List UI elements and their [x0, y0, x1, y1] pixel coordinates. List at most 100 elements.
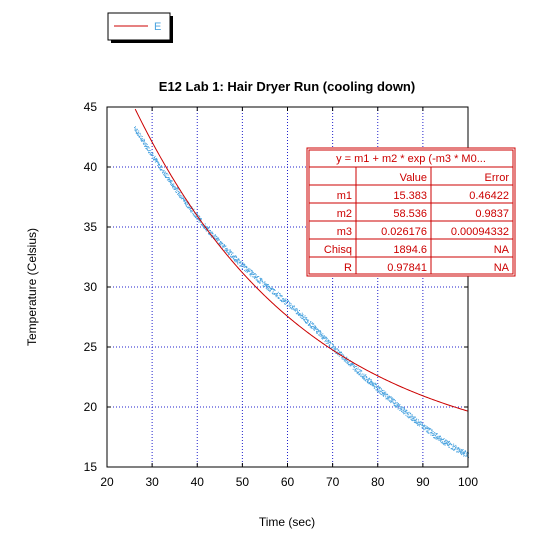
fit-param-name: m2 [337, 208, 352, 220]
data-point [199, 220, 201, 222]
data-point [261, 278, 263, 280]
data-point [167, 177, 169, 178]
data-point [185, 205, 187, 207]
data-point [456, 446, 457, 448]
data-point [329, 345, 330, 347]
data-point [176, 192, 178, 193]
data-point [193, 208, 195, 210]
data-point [262, 285, 264, 287]
data-point [188, 204, 190, 206]
data-point [434, 432, 436, 433]
data-point [185, 204, 187, 206]
data-point [182, 198, 184, 199]
data-point [385, 398, 387, 400]
data-point [443, 438, 445, 440]
data-point [256, 276, 258, 278]
data-point [452, 446, 454, 448]
fit-table-header: Value [400, 172, 427, 184]
data-point [359, 374, 361, 376]
data-point [346, 362, 348, 364]
data-point [466, 452, 468, 454]
data-point [386, 396, 388, 398]
data-point [252, 274, 254, 276]
data-point [319, 335, 321, 337]
data-point [146, 144, 148, 146]
data-point [416, 418, 418, 420]
data-point [366, 376, 368, 378]
data-point [462, 453, 464, 455]
data-point [280, 296, 282, 298]
data-point [435, 433, 437, 435]
data-point [254, 277, 256, 279]
data-point [362, 376, 364, 378]
data-point [206, 226, 208, 228]
data-point [371, 383, 373, 385]
data-point [444, 441, 446, 442]
data-point [380, 391, 382, 393]
data-point [292, 307, 293, 309]
data-point [445, 439, 447, 441]
data-point [371, 381, 372, 383]
data-point [339, 351, 341, 353]
data-point [205, 225, 207, 227]
data-point [338, 355, 340, 357]
data-point [367, 378, 369, 380]
data-point [397, 404, 399, 406]
data-point [190, 211, 192, 213]
data-point [463, 455, 465, 457]
data-point [177, 193, 178, 195]
legend-label: E [154, 21, 161, 33]
data-point [411, 418, 413, 420]
data-point [292, 306, 293, 308]
data-point [304, 317, 306, 319]
data-point [399, 410, 401, 411]
data-point [322, 338, 323, 340]
data-point [216, 241, 218, 243]
data-point [220, 243, 222, 245]
data-point [148, 147, 150, 149]
data-point [258, 276, 260, 277]
data-point [443, 443, 445, 445]
data-point [275, 294, 277, 296]
data-point [455, 444, 457, 446]
data-point [263, 281, 265, 283]
data-point [388, 396, 390, 398]
data-point [395, 402, 397, 404]
data-point [391, 398, 393, 400]
data-point [392, 402, 394, 404]
x-axis-label: Time (sec) [259, 515, 315, 529]
data-point [160, 169, 161, 171]
data-point [227, 250, 229, 251]
data-point [316, 332, 317, 334]
data-point [462, 449, 463, 451]
data-point [404, 412, 406, 414]
data-point [254, 273, 256, 275]
data-point [373, 385, 375, 387]
data-point [331, 343, 333, 345]
data-point [362, 377, 364, 379]
fit-param-value: 0.026176 [381, 226, 427, 238]
data-point [344, 358, 346, 360]
data-point [365, 374, 367, 376]
data-point [167, 179, 169, 180]
data-point [265, 284, 267, 286]
fit-param-value: 58.536 [393, 208, 427, 220]
fit-param-value: 0.97841 [387, 262, 427, 274]
data-point [317, 331, 319, 333]
data-point [329, 341, 331, 343]
data-point [264, 286, 266, 288]
data-point [325, 340, 327, 341]
data-point [415, 419, 417, 421]
data-point [377, 387, 379, 389]
data-point [407, 413, 409, 415]
data-point [331, 346, 333, 348]
data-point [196, 216, 198, 218]
data-point [309, 326, 311, 328]
data-point [279, 293, 281, 294]
data-point [136, 128, 138, 130]
data-point [135, 126, 136, 128]
data-point [352, 368, 354, 370]
data-point [289, 305, 291, 307]
data-point [311, 327, 312, 329]
data-point [400, 406, 402, 408]
